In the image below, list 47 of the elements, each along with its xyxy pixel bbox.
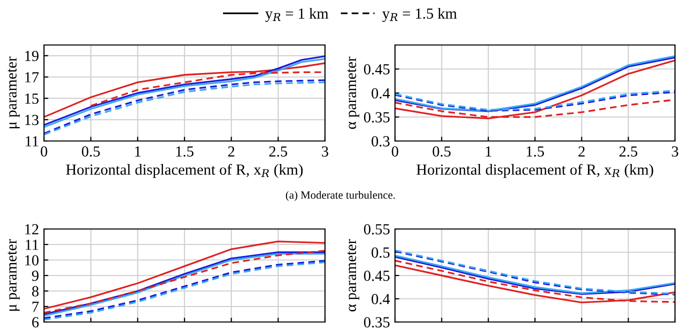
x-tick-label: 2.5 [619,146,638,157]
x-axis-title: Horizontal displacement of R, x$_{R}$ (km) [66,164,303,178]
x-tick-label: 3 [672,146,678,157]
y-tick-label: 7 [32,302,39,312]
x-tick-label: 0 [392,146,398,157]
x-tick-label: 2 [578,146,585,156]
x-tick-label: 2 [228,146,234,156]
y-tick-label: 0.45 [364,64,390,75]
x-tick-label: 0 [40,146,48,157]
y-tick-label: 0.4 [372,88,390,99]
y-tick-label: 0.4 [372,294,390,304]
y-tick-label: 10 [25,255,39,266]
x-tick-label: 1.5 [176,146,194,157]
x-tick-label: 1 [486,146,492,156]
y-tick-label: 11 [26,136,38,146]
y-tick-label: 0.55 [364,224,390,235]
y-axis-title: μ parameter [8,56,20,128]
y-axis-title: α parameter [347,239,360,312]
y-tick-label: 13 [25,114,39,126]
y-tick-label: 15 [25,94,39,104]
text: y$_{R}$ = 1.5 km [382,8,457,22]
y-tick-label: 0.3 [372,136,390,147]
text: y$_{R}$ = 1 km [265,8,328,22]
x-axis-title: Horizontal displacement of R, x$_{R}$ (km) [416,164,654,178]
y-tick-label: 0.5 [372,247,390,258]
line-series [395,60,675,120]
y-tick-label: 0.35 [364,317,390,328]
y-axis-title: μ parameter [8,239,20,311]
x-tick-label: 0.5 [82,146,100,157]
y-tick-label: 0.35 [364,112,390,123]
x-tick-label: 1 [135,146,141,156]
y-axis-title: α parameter [347,56,360,129]
y-tick-label: 12 [25,224,38,234]
y-tick-label: 0.45 [364,270,390,282]
text: (a) Moderate turbulence. [286,190,395,202]
y-tick-label: 19 [25,50,39,62]
x-tick-label: 0.5 [432,146,451,157]
y-tick-label: 8 [32,286,39,296]
y-tick-label: 17 [25,72,39,82]
x-tick-label: 3 [322,146,328,157]
line-series [44,240,325,310]
x-tick-label: 2.5 [269,146,288,157]
y-tick-label: 6 [32,317,39,328]
x-tick-label: 1.5 [526,146,544,157]
line-series [44,62,325,118]
y-tick-label: 11 [26,240,38,250]
y-tick-label: 9 [32,270,39,281]
